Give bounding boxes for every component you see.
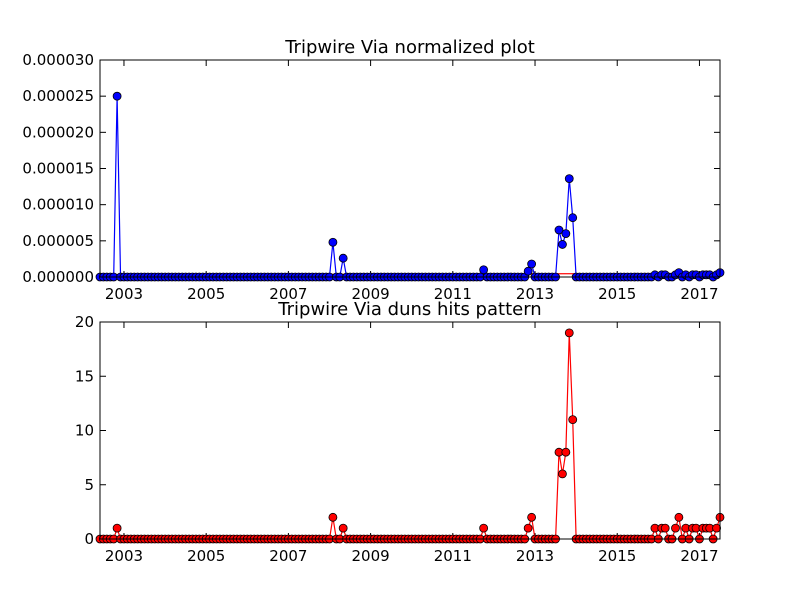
bottom-y-tick-label: 0 bbox=[84, 530, 94, 548]
bottom-data-point bbox=[674, 512, 684, 522]
bottom-y-tick-label: 10 bbox=[75, 422, 94, 440]
bottom-x-tick-label: 2017 bbox=[680, 547, 718, 565]
bottom-y-tick-label: 5 bbox=[84, 476, 94, 494]
bottom-data-point bbox=[561, 447, 571, 457]
bottom-data-point bbox=[660, 523, 670, 533]
bottom-y-tick-label: 20 bbox=[75, 313, 94, 331]
top-data-point bbox=[564, 174, 574, 184]
bottom-x-tick-label: 2011 bbox=[434, 547, 472, 565]
top-data-point bbox=[527, 259, 537, 269]
bottom-data-point bbox=[712, 523, 721, 533]
bottom-data-point bbox=[568, 415, 578, 425]
bottom-x-tick-label: 2015 bbox=[598, 547, 636, 565]
bottom-data-point bbox=[338, 523, 348, 533]
top-data-point bbox=[112, 91, 122, 101]
bottom-data-point bbox=[523, 523, 533, 533]
top-y-tick-label: 0.000005 bbox=[22, 232, 94, 250]
top-y-ticks: 0.000000 0.000005 0.000010 0.000015 0.000020… bbox=[22, 51, 720, 286]
top-axes-frame bbox=[99, 59, 721, 278]
top-data-point bbox=[558, 240, 567, 249]
bottom-data-point bbox=[558, 469, 567, 479]
top-data-point bbox=[523, 266, 533, 276]
top-x-tick-label: 2005 bbox=[187, 285, 225, 303]
top-x-ticks: 2003 2005 2007 2009 2011 2013 2015 2017 bbox=[105, 60, 719, 303]
top-data-point bbox=[479, 265, 489, 275]
top-y-tick-label: 0.000010 bbox=[22, 196, 94, 214]
top-y-tick-label: 0.000025 bbox=[22, 87, 94, 105]
top-y-tick-label: 0.000015 bbox=[22, 160, 94, 178]
top-chart-title: Tripwire Via normalized plot bbox=[284, 37, 535, 58]
top-x-tick-label: 2011 bbox=[434, 285, 472, 303]
top-y-tick-label: 0.000030 bbox=[22, 51, 94, 69]
top-data-point bbox=[338, 253, 348, 263]
bottom-x-tick-label: 2005 bbox=[187, 547, 225, 565]
top-x-tick-label: 2015 bbox=[598, 285, 636, 303]
bottom-data-point bbox=[328, 512, 338, 522]
bottom-data-point bbox=[671, 523, 680, 533]
top-data-point bbox=[554, 225, 564, 235]
bottom-x-ticks: 2003 2005 2007 2009 2011 2013 2015 2017 bbox=[105, 322, 719, 565]
bottom-x-tick-label: 2007 bbox=[269, 547, 307, 565]
bottom-axes-frame bbox=[99, 321, 721, 540]
top-x-tick-label: 2003 bbox=[105, 285, 143, 303]
bottom-data-point bbox=[527, 512, 537, 522]
bottom-data-point bbox=[479, 523, 489, 533]
bottom-y-tick-label: 15 bbox=[75, 367, 94, 385]
top-x-tick-label: 2009 bbox=[352, 285, 390, 303]
top-data-point bbox=[568, 213, 578, 223]
bottom-x-tick-label: 2013 bbox=[516, 547, 554, 565]
bottom-chart-title: Tripwire Via duns hits pattern bbox=[277, 299, 541, 320]
top-x-tick-label: 2017 bbox=[680, 285, 718, 303]
top-x-tick-label: 2013 bbox=[516, 285, 554, 303]
bottom-data-point bbox=[564, 328, 574, 338]
top-y-tick-label: 0.000000 bbox=[22, 268, 94, 286]
bottom-y-ticks: 0 5 10 15 20 bbox=[75, 313, 720, 548]
top-data-point bbox=[561, 229, 571, 239]
bottom-x-tick-label: 2009 bbox=[352, 547, 390, 565]
top-y-tick-label: 0.000020 bbox=[22, 123, 94, 141]
bottom-x-tick-label: 2003 bbox=[105, 547, 143, 565]
top-data-point bbox=[328, 237, 338, 247]
bottom-data-point bbox=[112, 523, 122, 533]
top-chart: Tripwire Via normalized plot 2003 2005 200… bbox=[22, 37, 725, 303]
top-x-tick-label: 2007 bbox=[269, 285, 307, 303]
bottom-chart: Tripwire Via duns hits pattern 2003 2005 2… bbox=[75, 299, 725, 565]
